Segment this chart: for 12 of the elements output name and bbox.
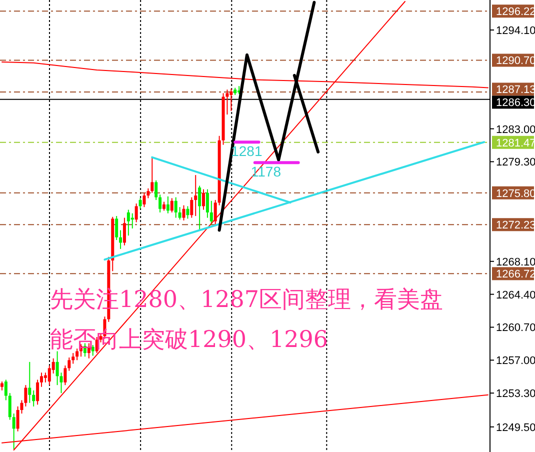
y-tick-label: 1249.50: [496, 422, 535, 434]
ref-line-label: 1296.22: [496, 6, 535, 18]
y-tick-label: 1268.10: [496, 256, 535, 268]
y-tick-label: 1260.70: [496, 322, 535, 334]
y-tick-label: 1253.30: [496, 388, 535, 400]
ref-line-label: 1266.72: [496, 268, 535, 281]
ref-line-label: 1281.47: [496, 137, 535, 150]
y-tick-label: 1264.40: [496, 289, 535, 302]
y-tick-label: 1294.10: [496, 24, 535, 37]
y-tick-label: 1257.00: [496, 355, 535, 368]
y-tick-label: 1279.30: [496, 156, 535, 169]
y-tick-label: 1283.00: [496, 124, 535, 136]
